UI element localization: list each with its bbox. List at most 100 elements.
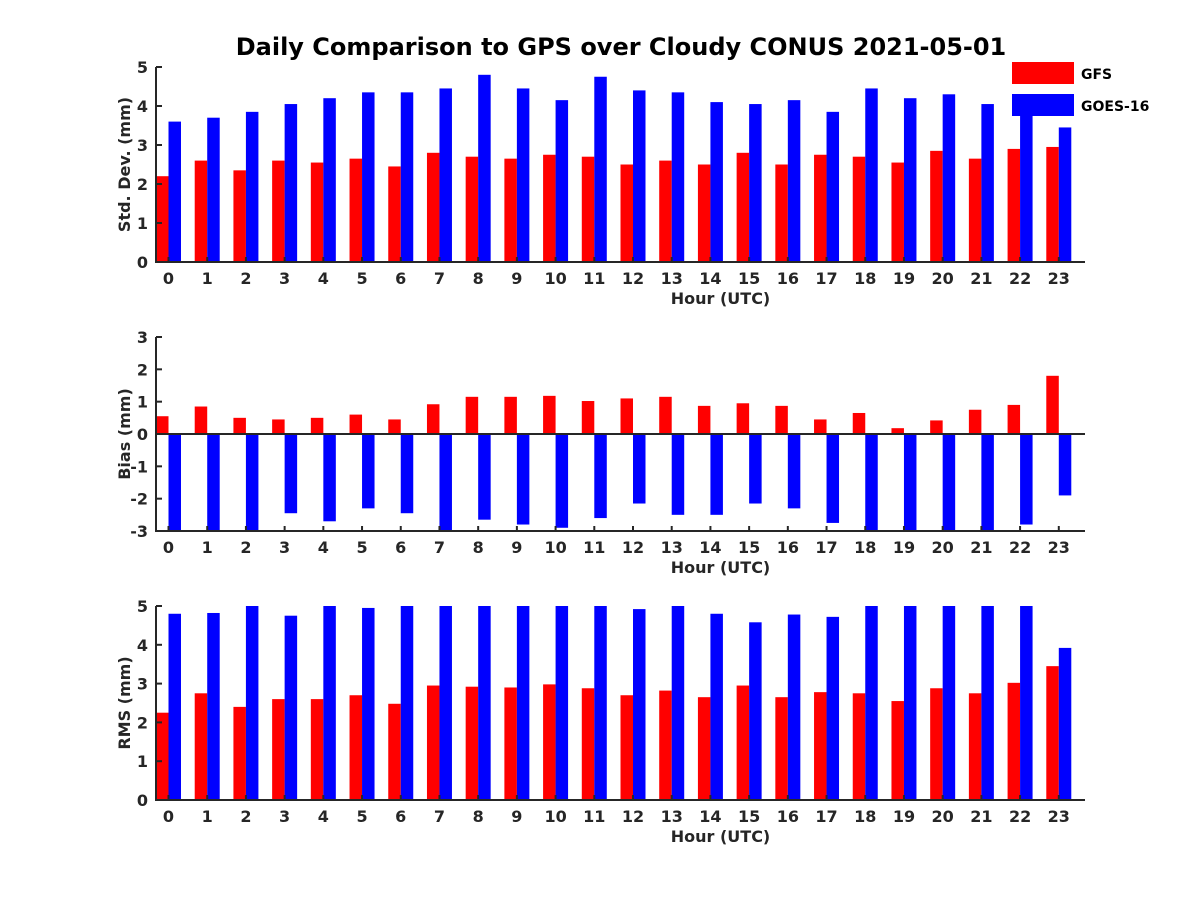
std-dev-y-axis-label: Std. Dev. (mm) <box>115 97 134 232</box>
bias-bar-goes16-20 <box>942 434 956 531</box>
std-dev-bar-gfs-3 <box>272 160 285 262</box>
bias-bar-gfs-11 <box>581 401 595 434</box>
rms-x-tick-label: 9 <box>511 807 522 826</box>
std-dev-bar-goes16-13 <box>671 92 685 262</box>
rms-bar-goes16-10 <box>555 606 569 800</box>
std-dev-bar-goes16-21 <box>981 104 994 262</box>
bias-bar-gfs-7 <box>426 404 440 434</box>
bias-x-tick-label: 15 <box>738 538 760 557</box>
bias-bar-gfs-3 <box>272 419 285 434</box>
std-dev-bar-gfs-20 <box>930 150 943 262</box>
std-dev-bar-gfs-17 <box>814 154 827 262</box>
bias-bar-gfs-13 <box>659 396 672 434</box>
rms-bar-gfs-5 <box>349 695 363 800</box>
bias-bar-gfs-18 <box>852 412 866 434</box>
std-dev-bar-goes16-7 <box>439 88 452 262</box>
bias-x-tick-label: 11 <box>583 538 605 557</box>
std-dev-x-tick-label: 13 <box>661 269 683 288</box>
rms-bar-goes16-6 <box>400 606 414 800</box>
std-dev-bar-gfs-21 <box>968 158 982 262</box>
rms-bar-goes16-12 <box>633 609 646 800</box>
std-dev-x-tick-label: 22 <box>1009 269 1031 288</box>
bias-bar-gfs-14 <box>697 405 711 434</box>
std-dev-bar-goes16-6 <box>400 92 414 262</box>
bias-bar-gfs-15 <box>736 403 750 434</box>
bias-x-tick-label: 18 <box>854 538 876 557</box>
bias-x-tick-label: 21 <box>970 538 992 557</box>
std-dev-bar-gfs-13 <box>659 160 672 262</box>
legend-swatch-goes16 <box>1012 94 1074 116</box>
bias-y-tick-label: -3 <box>130 522 148 541</box>
rms-x-tick-label: 18 <box>854 807 876 826</box>
bias-x-tick-label: 6 <box>395 538 406 557</box>
std-dev-x-tick-label: 21 <box>970 269 992 288</box>
bias-panel: 0 1 2 3 4 5 6 7 8 9 10 11 12 13 14 15 16 17 18 19 20 21 22 23-3… <box>115 328 1085 577</box>
rms-y-tick-label: 3 <box>137 675 148 694</box>
rms-x-tick-label: 10 <box>544 807 566 826</box>
legend-swatch-gfs <box>1012 62 1074 84</box>
rms-bar-gfs-11 <box>581 688 595 800</box>
bias-x-tick-label: 7 <box>434 538 445 557</box>
rms-bar-goes16-11 <box>594 606 607 800</box>
bias-x-tick-label: 5 <box>356 538 367 557</box>
rms-bar-goes16-0 <box>168 613 181 800</box>
std-dev-bar-goes16-22 <box>1020 102 1033 262</box>
rms-bar-gfs-13 <box>659 690 672 800</box>
std-dev-bar-goes16-3 <box>284 104 298 262</box>
bias-bar-goes16-7 <box>439 434 452 531</box>
rms-y-tick-label: 1 <box>137 752 148 771</box>
rms-bar-goes16-14 <box>710 613 723 800</box>
std-dev-bar-gfs-1 <box>194 160 208 262</box>
bias-bar-gfs-16 <box>775 405 788 434</box>
rms-bar-goes16-5 <box>362 607 375 800</box>
rms-bar-gfs-16 <box>775 697 788 800</box>
bias-bar-goes16-12 <box>633 434 646 504</box>
rms-x-tick-label: 17 <box>815 807 837 826</box>
bias-bar-gfs-21 <box>968 409 982 434</box>
std-dev-bar-goes16-12 <box>633 90 646 262</box>
std-dev-x-tick-label: 7 <box>434 269 445 288</box>
rms-x-tick-label: 6 <box>395 807 406 826</box>
bias-bar-goes16-17 <box>826 434 840 523</box>
std-dev-x-tick-label: 0 <box>163 269 174 288</box>
std-dev-bar-gfs-23 <box>1046 146 1059 262</box>
rms-x-tick-label: 2 <box>240 807 251 826</box>
bias-bar-goes16-19 <box>903 434 917 531</box>
bias-x-tick-label: 17 <box>815 538 837 557</box>
std-dev-bar-goes16-17 <box>826 111 840 262</box>
bias-bar-gfs-1 <box>194 406 208 434</box>
bias-bar-gfs-6 <box>388 419 401 434</box>
bias-bar-goes16-23 <box>1058 434 1072 496</box>
rms-x-axis-label: Hour (UTC) <box>671 827 771 846</box>
rms-x-tick-label: 0 <box>163 807 174 826</box>
rms-bar-gfs-14 <box>697 697 711 800</box>
bias-bar-goes16-14 <box>710 434 723 515</box>
rms-bar-goes16-7 <box>439 606 452 800</box>
bias-y-tick-label: 1 <box>137 393 148 412</box>
std-dev-x-tick-label: 8 <box>473 269 484 288</box>
rms-x-tick-label: 8 <box>473 807 484 826</box>
std-dev-bar-gfs-12 <box>620 164 633 262</box>
std-dev-bar-goes16-16 <box>787 100 801 262</box>
std-dev-bar-goes16-1 <box>207 117 220 262</box>
bias-bar-goes16-18 <box>865 434 878 531</box>
legend-label-goes16: GOES-16 <box>1081 99 1149 115</box>
bias-y-tick-label: -1 <box>130 457 148 476</box>
bias-y-tick-label: 0 <box>137 425 148 444</box>
bias-bar-gfs-10 <box>543 395 556 434</box>
std-dev-bar-gfs-14 <box>697 164 711 262</box>
std-dev-x-tick-label: 10 <box>544 269 566 288</box>
legend: GFS GOES-16 <box>1012 62 1149 116</box>
std-dev-x-tick-label: 2 <box>240 269 251 288</box>
std-dev-bar-goes16-20 <box>942 94 956 262</box>
rms-bar-gfs-2 <box>233 706 246 800</box>
rms-y-tick-label: 5 <box>137 597 148 616</box>
bias-bar-gfs-12 <box>620 398 633 434</box>
bias-bar-gfs-23 <box>1046 375 1059 434</box>
bias-x-tick-label: 22 <box>1009 538 1031 557</box>
bias-bar-goes16-8 <box>478 434 491 520</box>
std-dev-bar-gfs-16 <box>775 164 788 262</box>
rms-x-tick-label: 11 <box>583 807 605 826</box>
std-dev-y-tick-label: 4 <box>137 97 148 116</box>
std-dev-bar-gfs-2 <box>233 170 246 262</box>
